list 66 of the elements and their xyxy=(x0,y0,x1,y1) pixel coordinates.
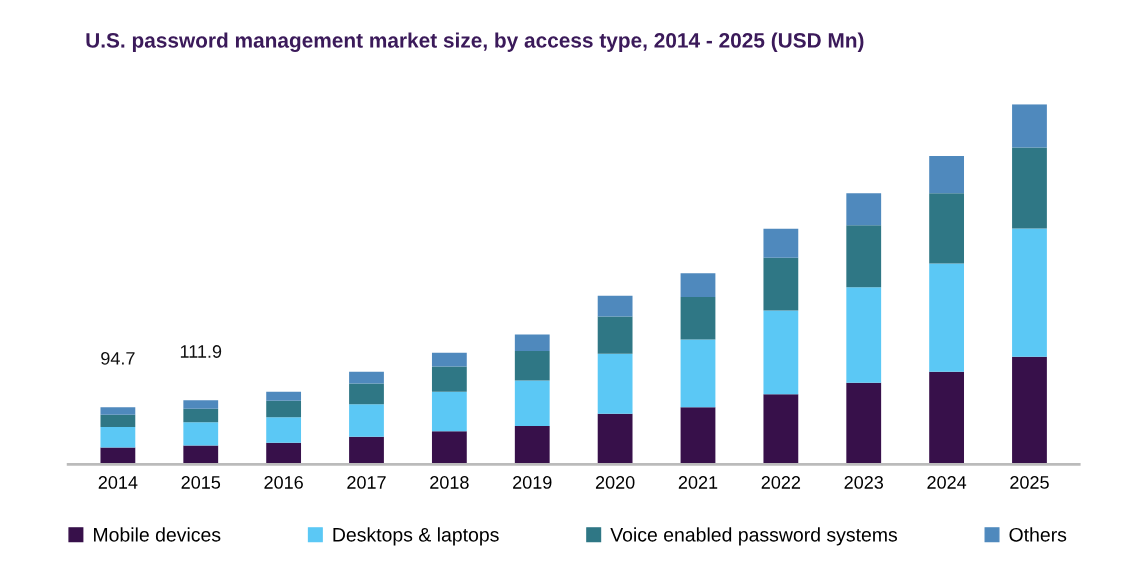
bar xyxy=(929,371,965,465)
bar xyxy=(266,417,302,443)
bar xyxy=(183,445,219,465)
bar xyxy=(597,353,633,414)
x-tick-label: 2020 xyxy=(595,476,635,489)
bar xyxy=(597,295,633,317)
bar xyxy=(846,382,882,465)
legend-label: Voice enabled password systems xyxy=(610,527,898,546)
bar xyxy=(929,263,965,372)
bar xyxy=(183,400,219,409)
bar xyxy=(431,431,467,465)
bar xyxy=(763,310,799,395)
bar xyxy=(183,422,219,446)
bar xyxy=(100,407,136,415)
bar xyxy=(349,404,384,437)
bar xyxy=(514,380,550,426)
chart-title: U.S. password management market size, by access type, 2014 - 2025 (USD Mn) xyxy=(86,32,864,52)
bar xyxy=(431,352,467,367)
bar xyxy=(597,316,633,354)
legend-label: Desktops & laptops xyxy=(333,527,499,546)
x-tick-label: 2016 xyxy=(264,476,303,489)
bar xyxy=(431,366,467,392)
bar xyxy=(349,371,384,384)
legend-label: Others xyxy=(1009,527,1067,542)
bar xyxy=(597,413,633,465)
bar xyxy=(929,156,965,194)
bar xyxy=(100,414,136,427)
x-tick-label: 2017 xyxy=(347,476,386,489)
bar xyxy=(680,407,716,465)
bar xyxy=(929,193,965,264)
bar xyxy=(431,391,467,432)
x-tick-label: 2018 xyxy=(430,476,469,489)
x-tick-label: 2019 xyxy=(513,476,552,489)
bar xyxy=(183,408,219,423)
bar xyxy=(100,427,136,448)
bar xyxy=(514,334,550,351)
bar xyxy=(349,383,384,405)
x-tick-label: 2015 xyxy=(181,476,221,489)
bar xyxy=(1012,147,1047,229)
bar xyxy=(266,442,302,465)
bar xyxy=(846,287,882,383)
bar xyxy=(763,228,799,258)
bar xyxy=(680,339,716,408)
bar xyxy=(349,436,384,465)
bar xyxy=(680,296,716,340)
bar xyxy=(1012,104,1047,148)
x-tick-label: 2022 xyxy=(761,476,801,489)
bar xyxy=(846,225,882,288)
bar xyxy=(266,391,302,401)
bar xyxy=(846,193,882,226)
legend-label: Mobile devices xyxy=(94,527,221,542)
annotation: 111.9 xyxy=(180,345,222,358)
bar xyxy=(266,400,302,418)
bar xyxy=(763,394,799,465)
bar xyxy=(680,273,716,297)
x-tick-label: 2014 xyxy=(98,476,138,489)
bar xyxy=(763,257,799,311)
annotation: 94.7 xyxy=(101,351,135,365)
x-tick-label: 2021 xyxy=(678,476,718,489)
bar xyxy=(1012,356,1047,465)
bar xyxy=(1012,228,1047,357)
bar xyxy=(514,425,550,465)
x-tick-label: 2024 xyxy=(927,476,967,489)
bar xyxy=(514,350,550,381)
x-tick-label: 2025 xyxy=(1010,476,1049,489)
x-tick-label: 2023 xyxy=(844,476,884,489)
